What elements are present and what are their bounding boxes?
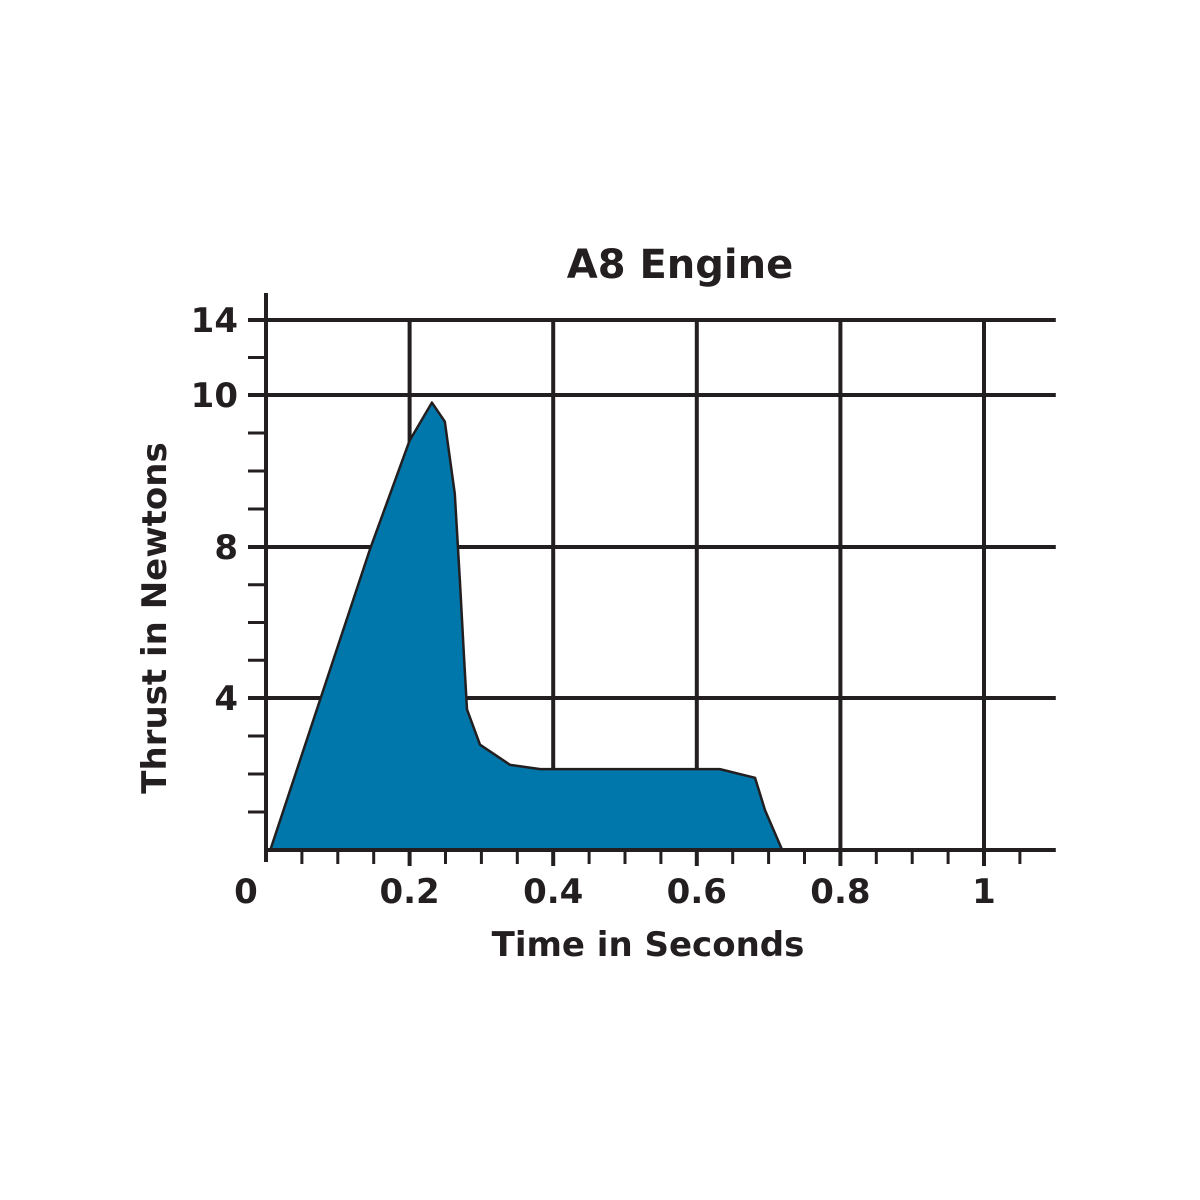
y-tick-label: 10: [191, 376, 238, 416]
thrust-area: [269, 401, 784, 852]
y-axis-label: Thrust in Newtons: [135, 442, 175, 793]
y-tick-label: 14: [191, 301, 238, 341]
tick-labels: 4 8 10 14 0 0.2 0.4 0.6 0.8 1: [191, 301, 996, 912]
x-tick-label: 0.6: [667, 872, 727, 912]
y-tick-label: 8: [214, 528, 238, 568]
axes: [248, 293, 1056, 864]
chart-title: A8 Engine: [567, 242, 793, 288]
x-axis-label: Time in Seconds: [492, 925, 805, 965]
x-tick-label: 1: [972, 872, 996, 912]
y-tick-label: 4: [214, 679, 238, 719]
x-tick-label: 0.2: [379, 872, 439, 912]
x-tick-label: 0: [234, 872, 258, 912]
x-tick-label: 0.8: [810, 872, 870, 912]
x-tick-label: 0.4: [523, 872, 583, 912]
area-layer: [269, 401, 784, 852]
